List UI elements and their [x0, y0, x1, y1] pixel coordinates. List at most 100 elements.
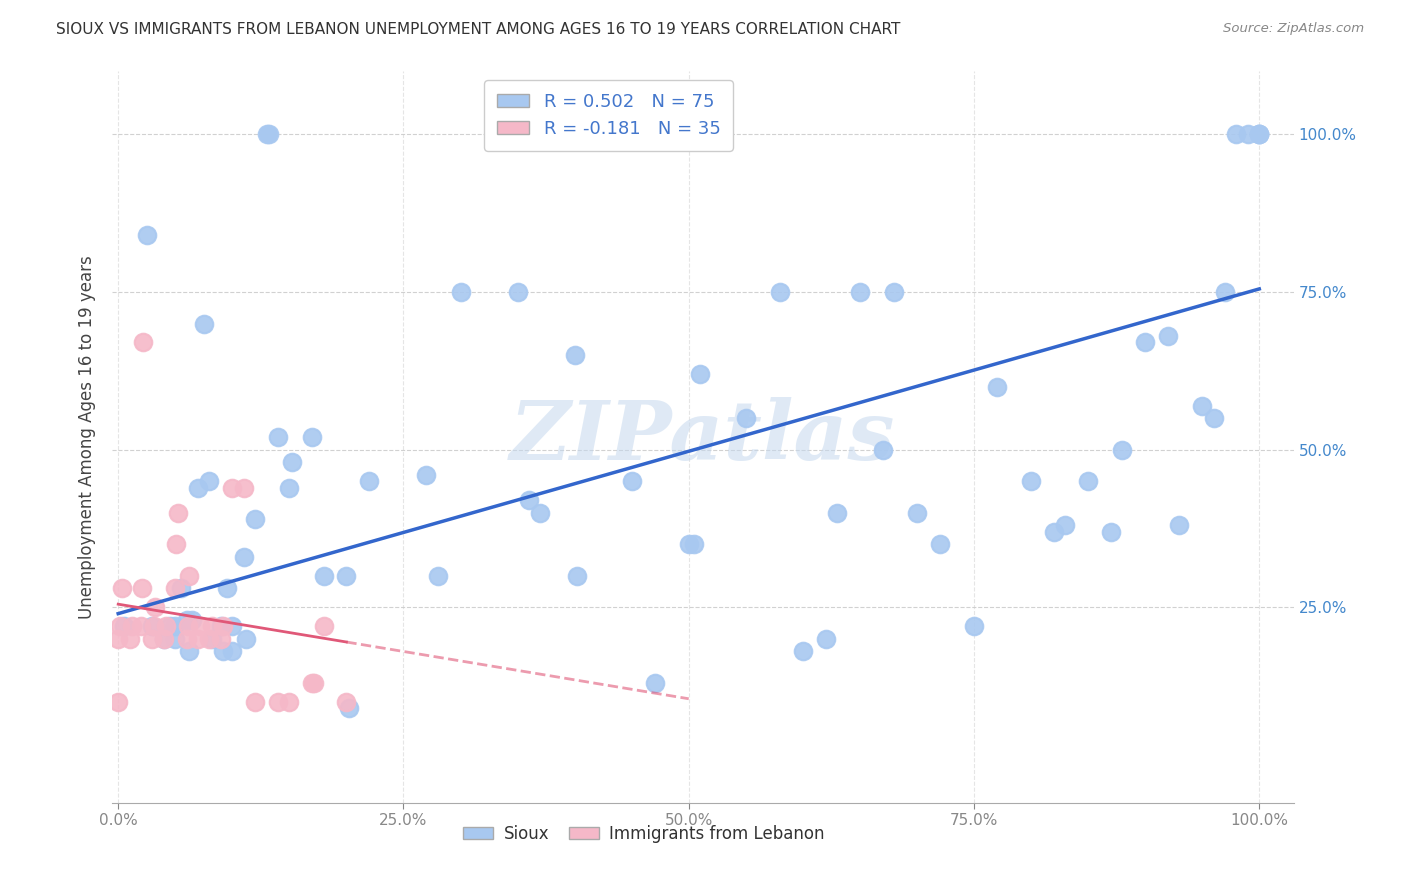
Point — [121, 619, 143, 633]
Point — [1249, 128, 1271, 142]
Point — [792, 644, 814, 658]
Point — [928, 537, 950, 551]
Point — [644, 676, 666, 690]
Point — [1249, 128, 1271, 142]
Point — [1099, 524, 1122, 539]
Legend: Sioux, Immigrants from Lebanon: Sioux, Immigrants from Lebanon — [457, 818, 831, 849]
Point — [232, 549, 254, 564]
Point — [209, 619, 232, 633]
Point — [141, 632, 163, 646]
Point — [212, 619, 235, 633]
Point — [301, 676, 323, 690]
Point — [280, 455, 302, 469]
Point — [221, 481, 243, 495]
Point — [564, 348, 586, 362]
Point — [165, 619, 187, 633]
Point — [1133, 335, 1156, 350]
Point — [187, 481, 209, 495]
Point — [131, 582, 153, 596]
Point — [565, 569, 588, 583]
Text: Source: ZipAtlas.com: Source: ZipAtlas.com — [1223, 22, 1364, 36]
Point — [232, 481, 254, 495]
Point — [304, 676, 326, 690]
Point — [506, 285, 529, 299]
Point — [1202, 411, 1225, 425]
Point — [883, 285, 905, 299]
Point — [118, 632, 141, 646]
Point — [1077, 474, 1099, 488]
Y-axis label: Unemployment Among Ages 16 to 19 years: Unemployment Among Ages 16 to 19 years — [77, 255, 96, 619]
Point — [221, 644, 243, 658]
Point — [212, 644, 235, 658]
Point — [198, 474, 221, 488]
Point — [153, 632, 176, 646]
Text: ZIPatlas: ZIPatlas — [510, 397, 896, 477]
Point — [110, 582, 132, 596]
Point — [1043, 524, 1066, 539]
Point — [198, 632, 221, 646]
Point — [689, 367, 711, 381]
Point — [166, 506, 188, 520]
Point — [193, 317, 215, 331]
Point — [337, 701, 360, 715]
Point — [963, 619, 986, 633]
Point — [1019, 474, 1042, 488]
Point — [1191, 399, 1213, 413]
Point — [201, 619, 224, 633]
Text: SIOUX VS IMMIGRANTS FROM LEBANON UNEMPLOYMENT AMONG AGES 16 TO 19 YEARS CORRELAT: SIOUX VS IMMIGRANTS FROM LEBANON UNEMPLO… — [56, 22, 901, 37]
Point — [312, 569, 335, 583]
Point — [849, 285, 872, 299]
Point — [135, 228, 157, 243]
Point — [1225, 128, 1247, 142]
Point — [769, 285, 792, 299]
Point — [426, 569, 449, 583]
Point — [301, 430, 323, 444]
Point — [1111, 442, 1133, 457]
Point — [177, 644, 200, 658]
Point — [267, 430, 290, 444]
Point — [517, 493, 540, 508]
Point — [872, 442, 894, 457]
Point — [181, 613, 204, 627]
Point — [243, 512, 266, 526]
Point — [986, 379, 1008, 393]
Point — [257, 128, 280, 142]
Point — [110, 619, 132, 633]
Point — [132, 335, 155, 350]
Point — [359, 474, 381, 488]
Point — [1249, 128, 1271, 142]
Point — [1168, 518, 1191, 533]
Point — [450, 285, 472, 299]
Point — [187, 632, 209, 646]
Point — [209, 632, 232, 646]
Point — [1213, 285, 1236, 299]
Point — [734, 411, 756, 425]
Point — [1054, 518, 1077, 533]
Point — [176, 613, 198, 627]
Point — [165, 632, 187, 646]
Point — [415, 467, 437, 482]
Point — [159, 619, 181, 633]
Point — [177, 619, 200, 633]
Point — [215, 582, 238, 596]
Point — [312, 619, 335, 633]
Point — [1237, 128, 1260, 142]
Point — [165, 582, 187, 596]
Point — [278, 695, 301, 709]
Point — [153, 632, 176, 646]
Point — [141, 619, 163, 633]
Point — [335, 569, 357, 583]
Point — [243, 695, 266, 709]
Point — [112, 619, 135, 633]
Point — [235, 632, 257, 646]
Point — [188, 619, 211, 633]
Point — [165, 537, 187, 551]
Point — [256, 128, 278, 142]
Point — [201, 632, 224, 646]
Point — [170, 582, 193, 596]
Point — [221, 619, 243, 633]
Point — [678, 537, 700, 551]
Point — [814, 632, 837, 646]
Point — [107, 632, 129, 646]
Point — [683, 537, 706, 551]
